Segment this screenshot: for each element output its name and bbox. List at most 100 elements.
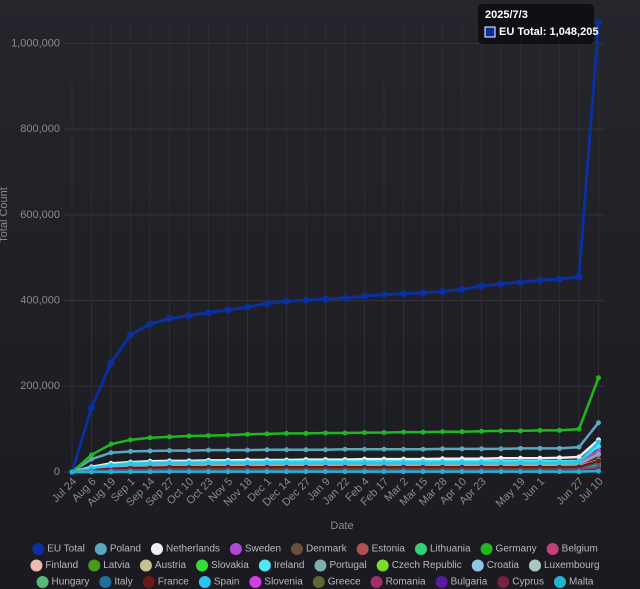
legend-item: Estonia bbox=[356, 543, 406, 555]
data-point bbox=[575, 273, 583, 281]
legend-swatch bbox=[150, 543, 163, 555]
y-tick-label: 0 bbox=[54, 466, 60, 478]
legend-label: Slovakia bbox=[211, 560, 249, 571]
legend-label: Italy bbox=[114, 577, 132, 588]
data-point bbox=[420, 446, 426, 452]
x-axis-label: Date bbox=[330, 520, 353, 532]
data-point bbox=[264, 431, 270, 437]
data-point bbox=[596, 468, 601, 474]
data-point bbox=[206, 447, 211, 453]
legend-label: Poland bbox=[110, 544, 141, 555]
data-point bbox=[537, 460, 543, 466]
legend-label: Hungary bbox=[52, 577, 90, 588]
legend-label: Germany bbox=[496, 544, 537, 555]
data-point bbox=[420, 469, 426, 475]
legend: EU Total Poland Netherlands Sweden Denmark Es… bbox=[30, 543, 600, 588]
data-point bbox=[206, 469, 211, 475]
data-point bbox=[245, 447, 250, 453]
tooltip-title: 2025/7/3 bbox=[485, 9, 528, 21]
legend-item: Czech Republic bbox=[376, 559, 462, 572]
data-point bbox=[517, 278, 524, 286]
data-point bbox=[420, 429, 426, 435]
data-point bbox=[108, 463, 114, 469]
data-point bbox=[478, 282, 485, 290]
data-point bbox=[440, 446, 445, 452]
data-point bbox=[419, 289, 427, 297]
data-point bbox=[536, 276, 544, 284]
legend-item: Belgium bbox=[546, 543, 598, 555]
series-line bbox=[71, 441, 600, 474]
data-point bbox=[439, 288, 446, 296]
data-point bbox=[576, 426, 582, 432]
legend-label: Lithuania bbox=[430, 544, 471, 555]
legend-item: Slovenia bbox=[249, 576, 303, 588]
legend-label: Estonia bbox=[372, 544, 406, 555]
data-point bbox=[557, 455, 562, 461]
legend-label: Spain bbox=[214, 577, 240, 588]
legend-label: Netherlands bbox=[166, 544, 220, 555]
legend-item: EU Total bbox=[32, 543, 85, 555]
legend-swatch bbox=[435, 576, 448, 588]
plot bbox=[68, 19, 602, 476]
legend-swatch bbox=[414, 543, 427, 555]
data-point bbox=[284, 469, 289, 475]
legend-item: Austria bbox=[139, 559, 186, 572]
data-point bbox=[401, 460, 406, 466]
legend-swatch bbox=[258, 559, 271, 572]
data-point bbox=[108, 469, 114, 475]
data-point bbox=[146, 320, 154, 328]
data-point bbox=[225, 469, 231, 475]
data-point bbox=[186, 460, 192, 466]
legend-label: Greece bbox=[328, 577, 361, 588]
data-point bbox=[264, 460, 270, 466]
data-point bbox=[127, 331, 134, 339]
legend-item: Poland bbox=[94, 543, 141, 555]
data-point bbox=[323, 460, 328, 466]
legend-item: Romania bbox=[370, 576, 426, 588]
series-line bbox=[71, 459, 599, 474]
data-point bbox=[440, 460, 445, 466]
data-point bbox=[459, 469, 465, 475]
legend-swatch bbox=[314, 559, 327, 572]
data-point bbox=[458, 285, 466, 293]
series-line bbox=[70, 22, 600, 473]
data-point bbox=[459, 429, 465, 435]
data-point bbox=[576, 459, 582, 465]
data-point bbox=[362, 430, 367, 436]
legend-swatch bbox=[376, 559, 389, 572]
legend-item: Italy bbox=[99, 576, 133, 588]
series-line bbox=[71, 438, 600, 474]
legend-label: Bulgaria bbox=[451, 577, 488, 588]
data-point bbox=[537, 469, 543, 475]
data-point bbox=[479, 460, 484, 466]
legend-item: Latvia bbox=[88, 559, 130, 572]
legend-swatch bbox=[356, 543, 369, 555]
data-point bbox=[167, 434, 172, 440]
data-point bbox=[323, 430, 328, 436]
data-point bbox=[108, 450, 114, 456]
data-point bbox=[518, 469, 523, 475]
legend-label: Cyprus bbox=[512, 577, 544, 588]
data-point bbox=[225, 460, 231, 466]
legend-label: Sweden bbox=[245, 544, 281, 555]
data-point bbox=[596, 458, 601, 464]
legend-label: Czech Republic bbox=[392, 560, 462, 571]
y-axis-label: Total Count bbox=[0, 187, 10, 243]
legend-swatch bbox=[528, 559, 541, 572]
data-point bbox=[342, 460, 348, 466]
legend-label: Finland bbox=[45, 560, 78, 571]
data-point bbox=[498, 446, 504, 452]
legend-item: Slovakia bbox=[196, 559, 249, 572]
legend-swatch bbox=[142, 576, 155, 588]
legend-label: Denmark bbox=[306, 544, 348, 555]
legend-item: Spain bbox=[198, 576, 240, 588]
data-point bbox=[322, 295, 329, 303]
legend-label: Croatia bbox=[487, 560, 520, 571]
data-point bbox=[245, 469, 250, 475]
data-point bbox=[283, 297, 290, 305]
data-point bbox=[498, 460, 504, 466]
legend-label: Belgium bbox=[562, 544, 598, 555]
data-point bbox=[206, 433, 211, 439]
data-point bbox=[323, 469, 328, 475]
